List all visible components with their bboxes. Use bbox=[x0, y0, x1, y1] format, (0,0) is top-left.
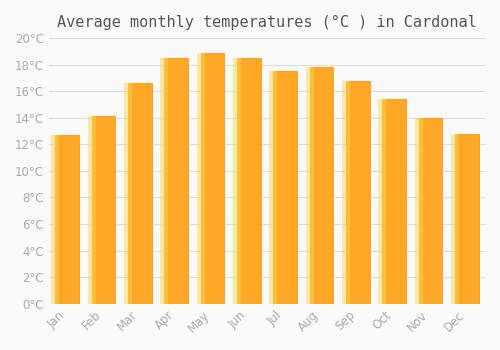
Bar bbox=[274, 71, 297, 304]
Bar bbox=[310, 67, 334, 304]
Bar bbox=[455, 134, 478, 304]
Bar bbox=[164, 58, 188, 304]
Bar bbox=[233, 58, 241, 304]
Bar bbox=[269, 71, 278, 304]
Title: Average monthly temperatures (°C ) in Cardonal: Average monthly temperatures (°C ) in Ca… bbox=[57, 15, 477, 30]
Bar bbox=[237, 58, 260, 304]
Bar bbox=[346, 80, 370, 304]
Bar bbox=[160, 58, 168, 304]
Bar bbox=[414, 118, 423, 304]
Bar bbox=[378, 99, 386, 304]
Bar bbox=[88, 117, 96, 304]
Bar bbox=[306, 67, 314, 304]
Bar bbox=[196, 53, 205, 304]
Bar bbox=[56, 135, 79, 304]
Bar bbox=[124, 83, 132, 304]
Bar bbox=[92, 117, 116, 304]
Bar bbox=[342, 80, 350, 304]
Bar bbox=[51, 135, 60, 304]
Bar bbox=[382, 99, 406, 304]
Bar bbox=[451, 134, 459, 304]
Bar bbox=[418, 118, 442, 304]
Bar bbox=[200, 53, 224, 304]
Bar bbox=[128, 83, 152, 304]
